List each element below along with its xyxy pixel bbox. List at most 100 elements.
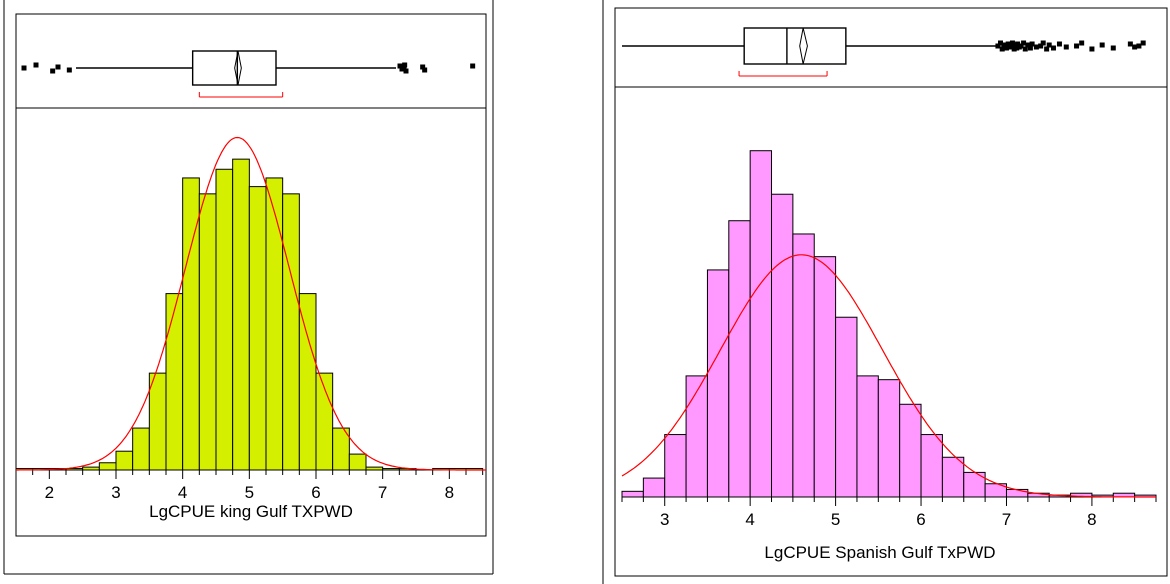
x-tick-label: 7 [1002,510,1011,529]
histogram-bar [728,220,751,498]
x-tick-label: 8 [1087,510,1096,529]
outlier-point [1079,40,1085,46]
histogram-bar [856,375,879,498]
x-tick-label: 7 [378,483,387,502]
outlier-point [1056,41,1062,47]
x-tick-label: 6 [311,483,320,502]
x-tick-label: 6 [916,510,925,529]
histogram-bar [792,233,815,498]
histogram-bar [621,490,644,498]
x-tick-label: 8 [445,483,454,502]
outlier-point [1022,46,1028,52]
outlier-point [995,43,1001,49]
outlier-point [1018,43,1024,49]
outlier-point [420,64,426,70]
outlier-point [33,62,39,68]
outlier-point [1008,43,1014,49]
histogram-bar [98,462,117,471]
outlier-point [55,64,61,70]
histogram-bar [899,403,922,498]
outlier-point [1132,44,1138,50]
x-tick-label: 5 [831,510,840,529]
histogram-bar [771,193,794,498]
histogram-bar [664,434,687,498]
outlier-point [1044,46,1050,52]
histogram-bar [148,372,167,471]
histogram-bar [265,177,284,471]
outlier-point [1046,42,1052,48]
plot-frame-left [15,13,487,537]
histogram-bar [232,158,250,471]
outlier-point [50,68,56,74]
outlier-point [1110,45,1116,51]
outlier-point [470,63,476,69]
boxplot-box [743,27,847,65]
outlier-point [1050,45,1056,51]
x-tick-label: 4 [178,483,187,502]
outlier-point [1021,40,1027,46]
histogram-bar [298,293,317,471]
plot-frame-right [614,7,1168,577]
x-tick-label: 4 [745,510,754,529]
histogram-bar [749,150,773,498]
histogram-bar [165,293,184,471]
x-axis-title-left: LgCPUE king Gulf TXPWD [149,502,353,521]
x-tick-label: 5 [245,483,254,502]
histogram-bar [248,186,267,471]
outlier-point [1005,41,1011,47]
outlier-point [1015,41,1021,47]
chart-left-panel: LgCPUE king Gulf TXPWD [3,0,494,575]
outlier-point [1089,46,1095,52]
outlier-point [1099,42,1105,48]
histogram-bar [706,269,730,498]
outlier-point [402,62,408,68]
outlier-point [1014,45,1020,51]
outlier-point [21,65,27,71]
x-tick-label: 2 [45,483,54,502]
outlier-point [1011,46,1017,52]
outlier-point [401,65,407,71]
outlier-point [1003,45,1009,51]
histogram-bar [685,375,708,498]
histogram-bar [941,456,965,498]
histogram-bar [115,450,134,471]
outlier-point [1127,41,1133,47]
outlier-point [1029,41,1035,47]
histogram-bar [813,256,837,498]
histogram-bar [1005,488,1029,498]
x-tick-label: 3 [660,510,669,529]
outlier-point [1140,40,1146,46]
chart-right-marks: 3 4 5 6 7 8 [621,27,1157,529]
outlier-point [66,67,72,73]
outlier-point [1001,42,1007,48]
outlier-point [403,68,409,74]
histogram-bar [132,427,150,471]
outlier-point [1063,44,1069,50]
histogram-bar [198,193,217,471]
chart-right-panel: LgCPUE Spanish Gulf TxPWD [602,0,1168,584]
x-tick-label: 3 [111,483,120,502]
outlier-point [1040,40,1046,46]
outlier-point [1025,42,1031,48]
chart-left-marks: 2 3 4 5 6 7 8 [15,50,486,502]
histogram-bar [282,193,300,471]
outlier-point [1012,42,1018,48]
boxplot-mean-diamond [799,27,808,65]
outlier-point [1033,44,1039,50]
histogram-bar [877,379,901,498]
outlier-point [397,63,403,69]
outlier-point [999,46,1005,52]
histogram-bar [215,168,234,471]
histogram-bar [835,316,858,498]
outlier-point [1009,40,1015,46]
outlier-point [1136,43,1142,49]
normal-curve [621,254,1156,498]
histogram-bar [642,477,666,498]
outlier-point [422,67,428,73]
outlier-point [1027,45,1033,51]
histogram-bar [348,453,367,471]
histogram-bar [920,434,943,498]
outlier-point [1074,43,1080,49]
histogram-bar [182,177,200,471]
